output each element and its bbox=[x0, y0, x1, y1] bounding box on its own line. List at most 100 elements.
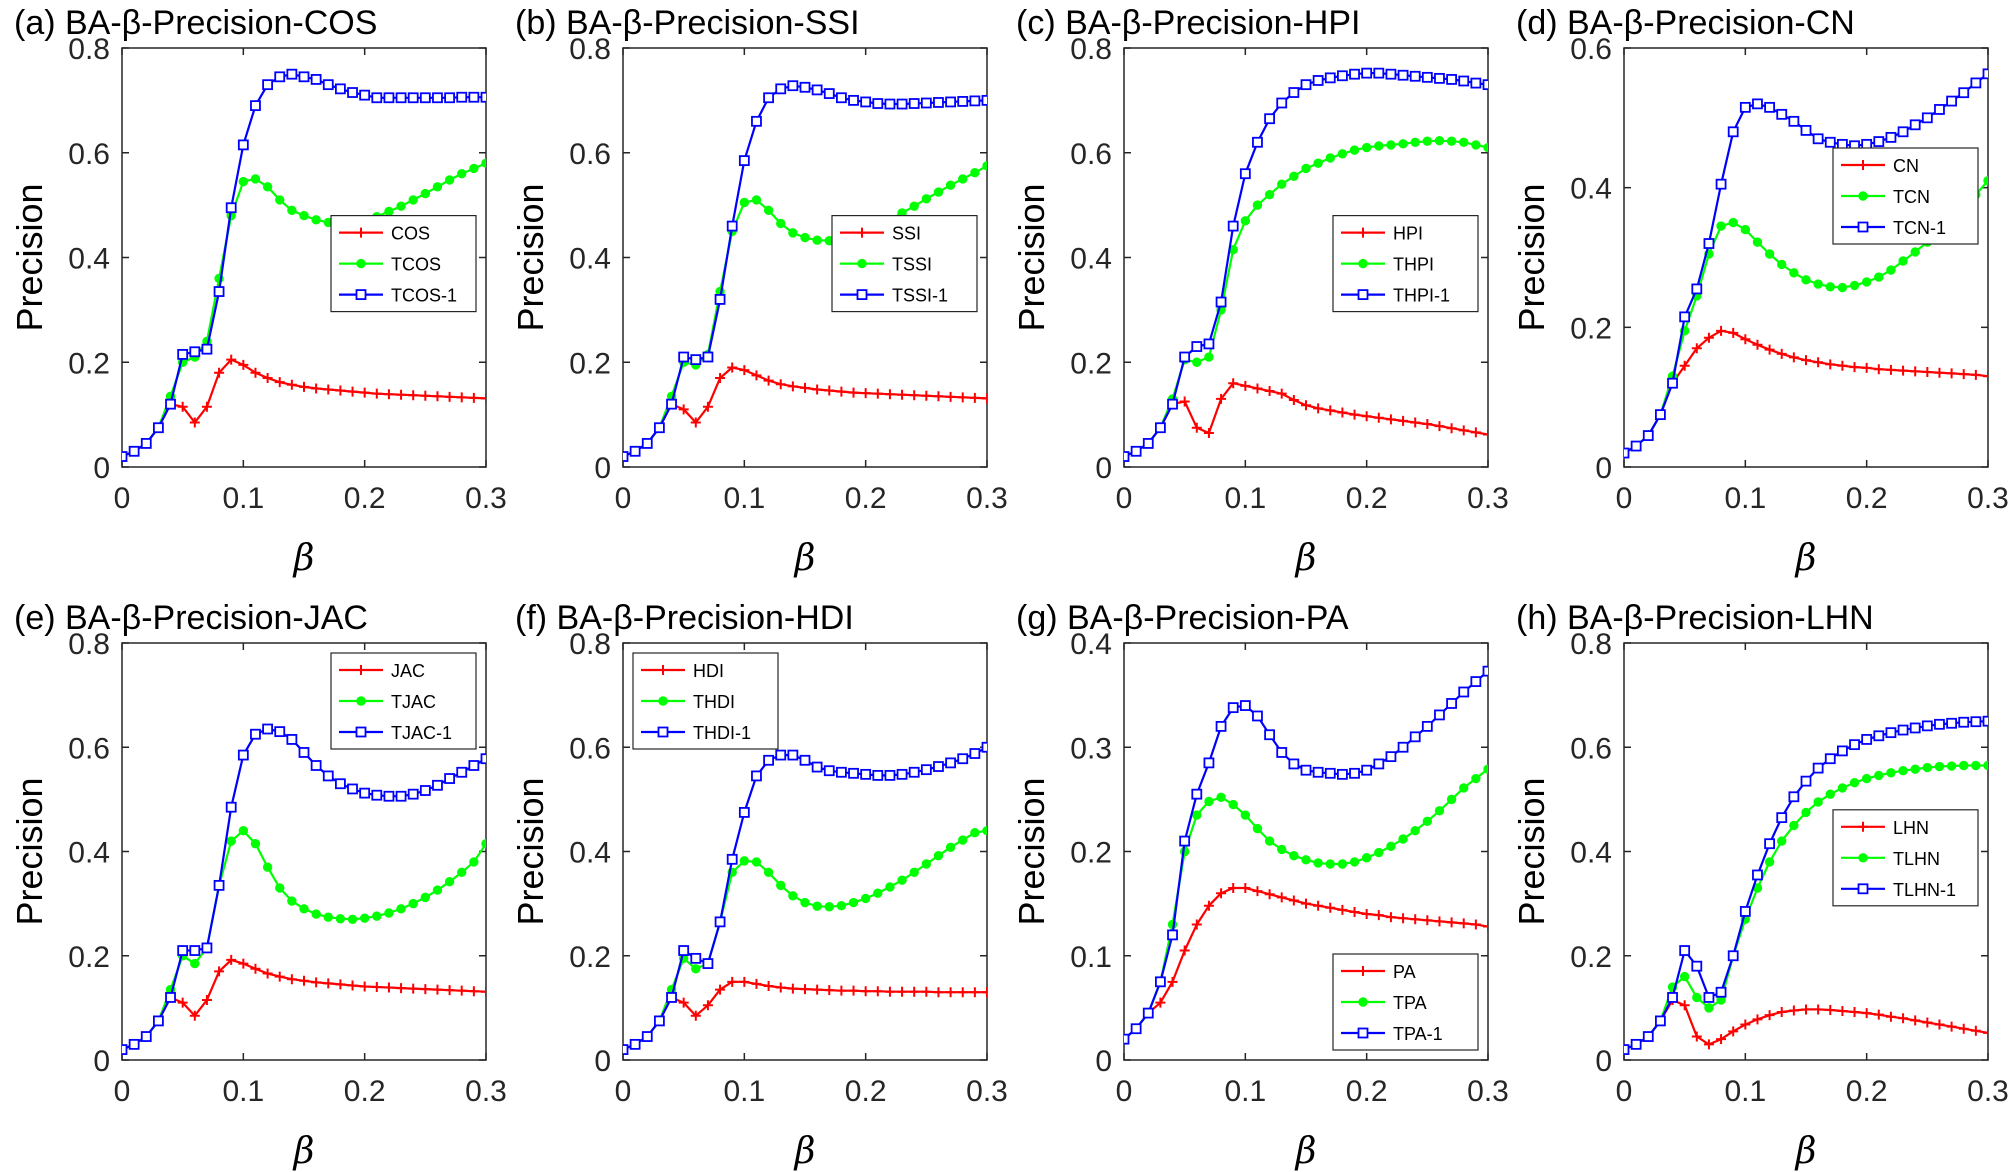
y-tick-label: 0.2 bbox=[1070, 837, 1112, 870]
y-tick-label: 0.2 bbox=[1070, 347, 1112, 380]
data-point bbox=[1337, 768, 1348, 780]
data-point bbox=[286, 379, 297, 390]
series-tpa bbox=[1124, 764, 1488, 1044]
y-tick-label: 0 bbox=[93, 1045, 110, 1078]
data-point bbox=[1667, 992, 1678, 1003]
data-point bbox=[1716, 1034, 1727, 1045]
data-point bbox=[873, 888, 883, 898]
x-tick-label: 0.1 bbox=[1224, 1075, 1266, 1108]
legend-entry: THPI-1 bbox=[1393, 286, 1450, 306]
data-point bbox=[751, 978, 762, 989]
data-point bbox=[1849, 280, 1860, 291]
data-point bbox=[1679, 1000, 1690, 1011]
data-point bbox=[359, 913, 370, 923]
data-point bbox=[238, 359, 249, 370]
data-point bbox=[1874, 272, 1884, 282]
data-point bbox=[788, 891, 798, 901]
chart-panel: 0 0.1 0.2 0.3 0 0.2 0.4 0.6 0.8(b) BA-β-Precisio… bbox=[510, 4, 1008, 579]
data-point bbox=[1934, 104, 1945, 115]
data-point bbox=[1624, 447, 1630, 459]
x-tick-label: 0 bbox=[1616, 482, 1633, 515]
data-point bbox=[408, 898, 418, 909]
data-point bbox=[1264, 113, 1275, 125]
series-cos bbox=[122, 354, 486, 462]
data-point bbox=[1385, 751, 1397, 763]
data-point bbox=[237, 749, 249, 761]
data-point bbox=[1470, 77, 1482, 89]
data-point bbox=[275, 195, 285, 205]
data-point bbox=[1788, 115, 1800, 127]
data-point bbox=[287, 896, 297, 906]
x-tick-label: 0.3 bbox=[1967, 482, 2009, 515]
data-point bbox=[384, 908, 394, 918]
data-point bbox=[641, 438, 653, 449]
data-point bbox=[623, 1044, 629, 1055]
data-point bbox=[1752, 1014, 1763, 1025]
data-point bbox=[945, 180, 956, 190]
x-tick-label: 0.1 bbox=[1224, 482, 1266, 515]
data-point bbox=[226, 954, 237, 965]
data-point bbox=[884, 389, 895, 400]
data-point bbox=[1716, 325, 1727, 336]
y-tick-label: 0.8 bbox=[569, 628, 611, 661]
data-point bbox=[1483, 764, 1488, 774]
data-point bbox=[323, 978, 334, 989]
data-point bbox=[654, 422, 665, 434]
data-point bbox=[299, 381, 309, 392]
data-point bbox=[908, 98, 920, 109]
data-point bbox=[165, 992, 176, 1003]
legend-entry: JAC bbox=[391, 661, 425, 681]
data-point bbox=[799, 81, 811, 93]
y-axis-label: Precision bbox=[9, 183, 50, 331]
data-point bbox=[1216, 393, 1227, 404]
y-tick-label: 0.2 bbox=[1570, 941, 1612, 974]
data-point bbox=[1885, 727, 1897, 739]
data-point bbox=[225, 202, 237, 214]
data-point bbox=[1800, 125, 1812, 136]
data-point bbox=[1228, 799, 1238, 810]
data-point bbox=[1313, 900, 1324, 911]
x-axis-label: β bbox=[793, 1131, 816, 1172]
data-point bbox=[1740, 224, 1751, 235]
data-point bbox=[969, 392, 980, 403]
data-point bbox=[1624, 1044, 1630, 1055]
data-point bbox=[189, 346, 201, 358]
data-point bbox=[1824, 753, 1836, 765]
data-point bbox=[444, 985, 455, 996]
data-point bbox=[738, 807, 750, 818]
data-point bbox=[274, 726, 286, 738]
data-point bbox=[1422, 915, 1433, 926]
data-point bbox=[408, 983, 419, 994]
data-point bbox=[310, 760, 322, 771]
data-point bbox=[1813, 797, 1823, 807]
data-point bbox=[371, 789, 383, 801]
data-point bbox=[1934, 718, 1945, 730]
data-point bbox=[1813, 279, 1823, 289]
data-point bbox=[1446, 794, 1457, 805]
data-point bbox=[1849, 739, 1860, 751]
data-point bbox=[1422, 816, 1433, 826]
data-point bbox=[468, 392, 479, 403]
legend-marker bbox=[1358, 997, 1368, 1007]
data-point bbox=[1167, 976, 1178, 987]
x-tick-label: 0.3 bbox=[966, 1075, 1008, 1108]
data-point bbox=[395, 92, 407, 104]
data-point bbox=[1264, 189, 1275, 200]
series-tcos-1 bbox=[122, 68, 486, 462]
data-point bbox=[945, 987, 956, 998]
data-point bbox=[1288, 895, 1299, 906]
data-point bbox=[480, 753, 486, 765]
data-point bbox=[1691, 960, 1703, 972]
data-point bbox=[1288, 758, 1300, 770]
data-point bbox=[1691, 283, 1703, 295]
data-point bbox=[1361, 764, 1373, 776]
data-point bbox=[213, 879, 225, 891]
y-tick-label: 0.8 bbox=[1070, 33, 1112, 66]
x-tick-label: 0.1 bbox=[222, 482, 264, 515]
data-point bbox=[1727, 950, 1739, 962]
y-tick-label: 0.6 bbox=[569, 732, 611, 765]
data-point bbox=[1740, 334, 1751, 345]
data-point bbox=[1276, 892, 1287, 903]
data-point bbox=[347, 87, 358, 98]
data-point bbox=[1946, 95, 1957, 107]
